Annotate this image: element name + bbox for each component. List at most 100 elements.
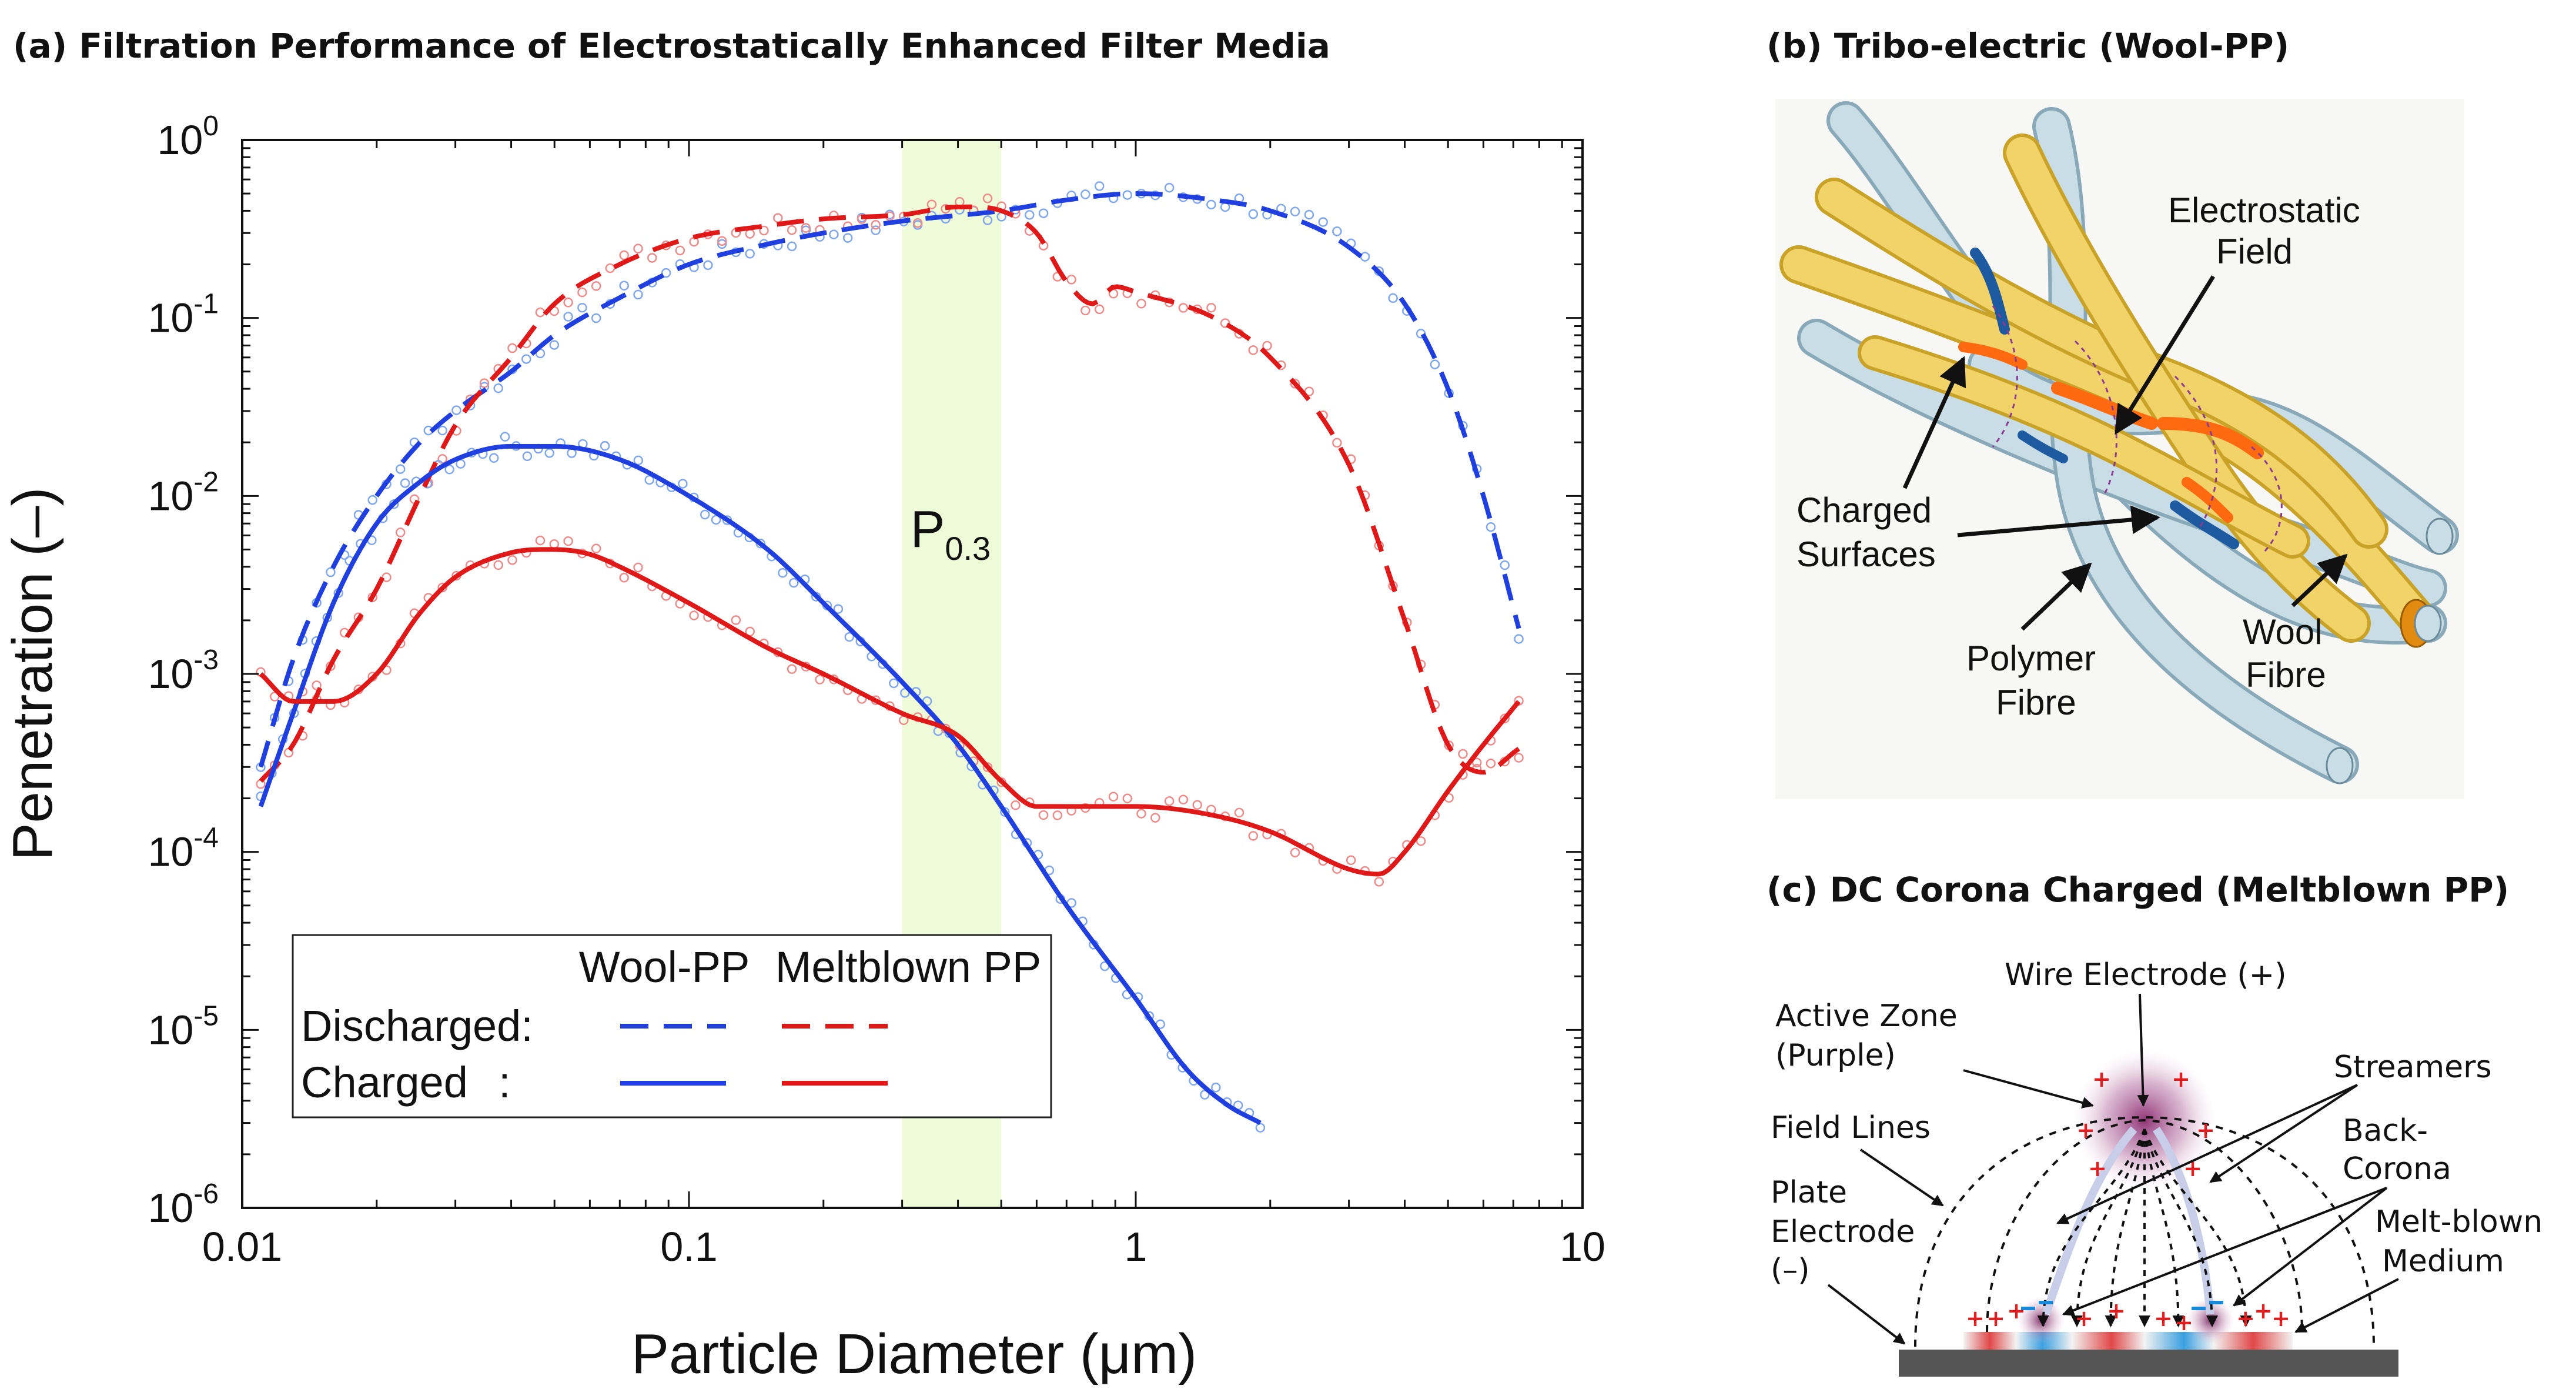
field-line [2143, 1128, 2252, 1327]
data-point-meltblown_charged [689, 610, 699, 620]
data-point-meltblown_discharged [535, 307, 546, 318]
data-point-wool_charged [389, 499, 399, 509]
data-point-meltblown_charged [1122, 793, 1133, 804]
plus-charge: + [2088, 1156, 2107, 1181]
plate-electrode [1899, 1350, 2398, 1377]
label-meltblown-1: Melt-blown [2375, 1204, 2542, 1240]
data-point-wool_discharged [1332, 226, 1342, 236]
line-layer [258, 191, 1521, 1126]
legend: Wool-PP Meltblown PP Discharged: Charged… [292, 934, 1052, 1118]
panel-b-illustration: Electrostatic Field Charged Surfaces Pol… [1775, 99, 2464, 799]
streamer-right [2153, 1127, 2214, 1315]
field-line [2037, 1128, 2146, 1327]
data-point-wool_charged [522, 451, 533, 462]
legend-col-meltblown: Meltblown PP [775, 943, 1041, 991]
data-point-wool_discharged [367, 495, 377, 505]
data-point-meltblown_charged [591, 543, 601, 554]
data-point-wool_discharged [549, 340, 560, 350]
plus-charge: + [2236, 1305, 2255, 1331]
series-line-wool_charged [258, 444, 1262, 1126]
data-point-wool_discharged [1025, 210, 1035, 220]
legend-row-charged: Charged [301, 1058, 468, 1107]
data-point-meltblown_charged [1136, 809, 1146, 819]
data-point-wool_discharged [703, 260, 713, 271]
label-electrostatic-field-2: Field [2216, 232, 2293, 271]
x-axis-label: Particle Diameter (μm) [631, 1323, 1197, 1385]
field-line [2143, 1128, 2218, 1327]
label-plate-1: Plate [1771, 1175, 1847, 1210]
data-point-meltblown_charged [633, 562, 643, 573]
data-point-wool_discharged [1248, 209, 1259, 219]
plus-charge: + [2107, 1298, 2126, 1324]
data-point-meltblown_discharged [675, 245, 685, 256]
y-tick-label: 10-1 [148, 289, 219, 341]
data-point-wool_charged [633, 455, 644, 466]
data-point-wool_discharged [619, 281, 629, 291]
streamer-left [2042, 1126, 2137, 1316]
x-tick-label: 10 [1560, 1224, 1605, 1270]
data-point-wool_charged [678, 479, 688, 489]
label-streamers: Streamers [2334, 1050, 2492, 1085]
data-point-meltblown_discharged [801, 223, 811, 233]
data-point-wool_discharged [437, 425, 447, 436]
wool-fibres [1779, 133, 2454, 784]
data-point-meltblown_charged [1374, 877, 1384, 887]
data-point-meltblown_discharged [382, 572, 392, 582]
data-point-meltblown_discharged [605, 263, 615, 273]
plus-charge: + [2076, 1117, 2095, 1143]
meltblown-medium [1963, 1332, 2293, 1350]
data-point-meltblown_discharged [1332, 438, 1342, 448]
data-point-meltblown_discharged [717, 236, 727, 246]
data-point-wool_discharged [451, 405, 461, 415]
data-point-meltblown_discharged [1136, 299, 1146, 309]
data-point-wool_charged [544, 448, 554, 458]
data-point-meltblown_charged [549, 539, 560, 549]
data-point-meltblown_discharged [1080, 305, 1090, 316]
label-arrows-b [1902, 275, 2348, 631]
label-electrostatic-field-1: Electrostatic [2168, 191, 2360, 230]
panel-c-title: (c) DC Corona Charged (Meltblown PP) [1767, 870, 2509, 910]
label-arrows-c [1827, 993, 2399, 1345]
data-point-meltblown_discharged [1248, 345, 1259, 355]
data-point-meltblown_charged [563, 536, 573, 546]
y-tick-label: 10-6 [148, 1178, 219, 1231]
data-point-meltblown_charged [493, 560, 503, 570]
label-wire-electrode: Wire Electrode (+) [2005, 957, 2286, 993]
data-point-meltblown_charged [507, 555, 517, 565]
label-active-zone-2: (Purple) [1775, 1038, 1896, 1073]
data-point-meltblown_charged [1038, 810, 1049, 820]
data-point-wool_discharged [1514, 634, 1524, 644]
data-point-meltblown_discharged [563, 298, 573, 308]
data-point-meltblown_charged [1052, 810, 1063, 820]
data-point-wool_charged [789, 577, 799, 588]
plus-charge: + [2154, 1305, 2173, 1331]
data-point-wool_discharged [1304, 209, 1314, 220]
x-tick-label: 1 [1125, 1224, 1148, 1270]
data-point-meltblown_discharged [1514, 753, 1524, 763]
y-tick-label: 10-3 [148, 645, 219, 697]
data-point-wool_discharged [1290, 206, 1300, 217]
legend-row-discharged: Discharged: [301, 1001, 533, 1050]
data-point-meltblown_discharged [1094, 304, 1105, 315]
plus-charge: + [2172, 1066, 2190, 1092]
data-point-meltblown_charged [1178, 794, 1189, 804]
data-point-wool_charged [567, 448, 577, 458]
label-charged-1: Charged [1796, 490, 1932, 530]
charged-patches [1958, 248, 2264, 549]
data-point-wool_discharged [1094, 181, 1105, 191]
data-point-wool_charged [900, 688, 910, 698]
label-back-corona-2: Corona [2343, 1151, 2451, 1187]
data-point-meltblown_discharged [577, 287, 587, 298]
plus-charge: + [2271, 1305, 2290, 1331]
y-axis-label: Penetration (–) [1, 487, 64, 860]
label-polymer-1: Polymer [1966, 639, 2096, 678]
data-point-meltblown_charged [1164, 796, 1175, 806]
legend-col-wool: Wool-PP [579, 943, 750, 991]
data-point-meltblown_discharged [1206, 302, 1216, 313]
label-polymer-2: Fibre [1996, 683, 2076, 722]
data-point-wool_discharged [717, 239, 727, 249]
data-point-wool_discharged [745, 249, 755, 259]
data-point-meltblown_charged [731, 615, 741, 625]
data-point-meltblown_charged [787, 664, 797, 674]
